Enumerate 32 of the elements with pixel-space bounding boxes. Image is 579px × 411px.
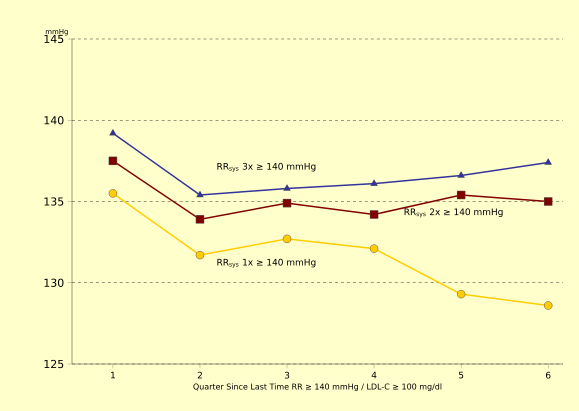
x-tick-label: 3 bbox=[284, 372, 290, 379]
point bbox=[282, 234, 292, 244]
point bbox=[370, 179, 378, 186]
point bbox=[544, 197, 552, 206]
point bbox=[456, 290, 466, 298]
point bbox=[108, 156, 118, 166]
y-tick-label: 140 bbox=[44, 116, 64, 124]
y-tick-label: 145 bbox=[44, 34, 64, 44]
point bbox=[457, 171, 465, 178]
point bbox=[196, 215, 204, 224]
point bbox=[196, 250, 204, 260]
y-tick-label: 125 bbox=[44, 360, 64, 368]
point bbox=[544, 301, 552, 310]
series-label: RR$_{sys}$ 3x ≥ 140 mmHg bbox=[217, 162, 316, 172]
x-tick-label: 5 bbox=[458, 372, 464, 378]
point bbox=[544, 158, 552, 165]
point bbox=[370, 244, 378, 253]
point bbox=[456, 190, 466, 200]
x-tick-label: 4 bbox=[372, 372, 376, 378]
x-tick-label: 2 bbox=[198, 372, 202, 378]
series-label: RR$_{sys}$ 2x ≥ 140 mmHg bbox=[404, 208, 503, 218]
y-tick-label: 130 bbox=[44, 278, 64, 287]
point bbox=[283, 184, 291, 191]
point bbox=[282, 198, 292, 208]
y-tick-label: 135 bbox=[44, 197, 64, 206]
point bbox=[109, 129, 117, 136]
point bbox=[108, 189, 118, 198]
point bbox=[196, 190, 204, 198]
x-tick-label: 1 bbox=[111, 372, 115, 378]
series-label: RR$_{sys}$ 1x ≥ 140 mmHg bbox=[217, 258, 316, 268]
x-tick-label: 6 bbox=[546, 372, 550, 379]
point bbox=[370, 210, 378, 219]
